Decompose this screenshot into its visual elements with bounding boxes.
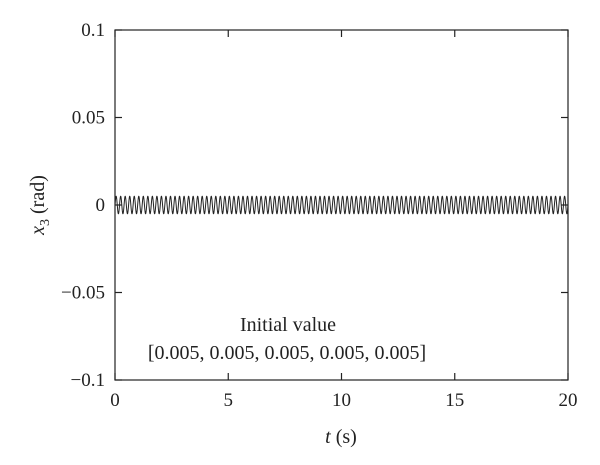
x-axis-ticks: 0 5 10 15 20 (110, 30, 578, 411)
annotation-values: [0.005, 0.005, 0.005, 0.005, 0.005] (148, 342, 426, 364)
x-tick-label: 20 (559, 390, 578, 411)
y-axis-subscript: 3 (38, 219, 53, 226)
y-tick-label: 0.05 (72, 108, 105, 129)
y-tick-label: 0 (96, 195, 106, 216)
x-axis-unit: (s) (336, 426, 357, 448)
y-tick-label: 0.1 (81, 20, 105, 41)
y-tick-label: −0.05 (61, 283, 105, 304)
x-tick-label: 10 (332, 390, 351, 411)
y-tick-label: −0.1 (71, 370, 105, 391)
y-axis-unit: (rad) (27, 175, 49, 214)
y-axis-variable: x (27, 226, 49, 236)
series-line (114, 195, 569, 215)
annotation-title: Initial value (240, 314, 336, 336)
x-axis-label: t (s) (325, 426, 357, 448)
x-tick-label: 15 (445, 390, 464, 411)
x-tick-label: 0 (110, 390, 120, 411)
x-axis-variable: t (325, 426, 331, 448)
y-axis-label: x3 (rad) (27, 175, 53, 236)
y-axis-ticks: 0.1 0.05 0 −0.05 −0.1 (61, 20, 568, 391)
x-tick-label: 5 (224, 390, 234, 411)
